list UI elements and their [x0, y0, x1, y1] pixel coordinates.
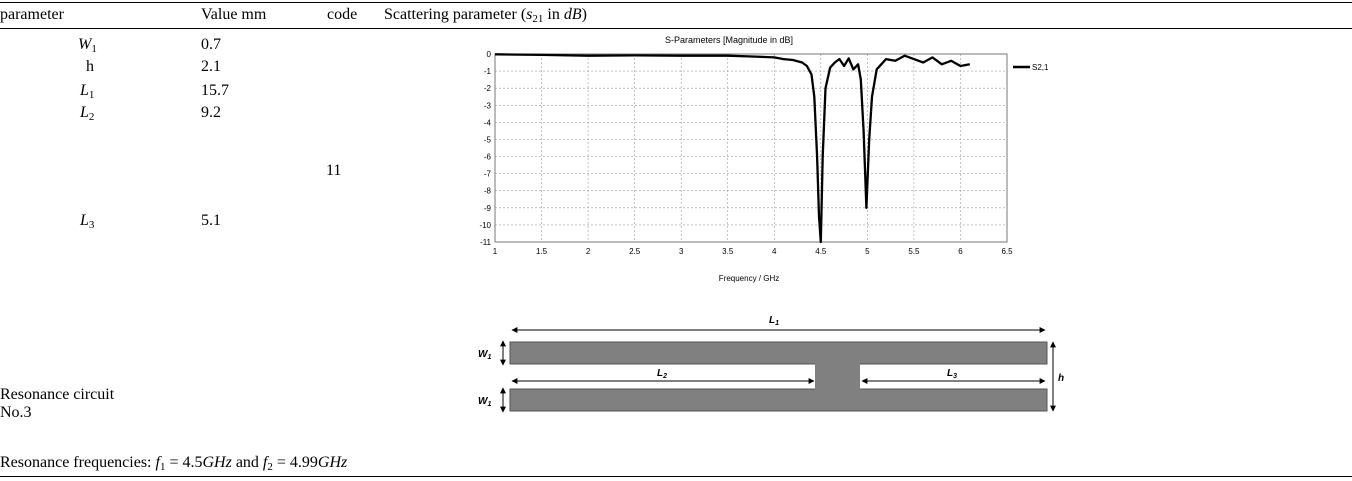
chart-title: S-Parameters [Magnitude in dB] — [665, 35, 793, 45]
y-tick-label: -10 — [479, 221, 491, 230]
y-tick-labels: 0 -1 -2 -3 -4 -5 -6 -7 -8 -9 -10 -11 — [479, 50, 491, 247]
x-tick-label: 6 — [958, 247, 963, 256]
resonance-frequencies: Resonance frequencies: f1 = 4.5GHz and f… — [0, 454, 348, 473]
y-tick-label: -4 — [484, 118, 492, 127]
y-tick-label: 0 — [487, 50, 492, 59]
y-tick-label: -8 — [484, 187, 492, 196]
param-l2: L2 — [80, 104, 95, 123]
y-tick-label: -1 — [484, 67, 492, 76]
y-tick-label: -2 — [484, 84, 492, 93]
s-parameter-chart: S-Parameters [Magnitude in dB] 0 -1 -2 -3 -4… — [479, 35, 1049, 283]
y-tick-label: -7 — [484, 170, 492, 179]
x-tick-labels: 1 1.5 2 2.5 3 3.5 4 4.5 5 5.5 6 6.5 — [493, 247, 1013, 256]
w1-bottom-label: W1 — [478, 396, 491, 408]
bottom-rule — [0, 476, 1352, 477]
x-tick-label: 4.5 — [815, 247, 827, 256]
resonator-schematic: L1 L2 L3 W1 W1 h — [478, 315, 1064, 413]
connecting-stub — [815, 363, 860, 390]
chart-grid — [494, 53, 1008, 243]
header-scattering: Scattering parameter (s21 in dB) — [384, 6, 587, 25]
h-label: h — [1058, 373, 1064, 384]
l1-label: L1 — [769, 315, 779, 327]
param-w1: W1 — [78, 36, 97, 55]
value-l3: 5.1 — [201, 212, 221, 229]
value-w1: 0.7 — [201, 36, 221, 53]
x-tick-label: 2.5 — [629, 247, 641, 256]
top-rule — [0, 2, 1352, 3]
plot-frame — [494, 53, 1008, 243]
header-parameter: parameter — [0, 6, 64, 23]
code-value: 11 — [326, 162, 342, 179]
param-l3: L3 — [80, 212, 95, 231]
resonator-schematic-panel: L1 L2 L3 W1 W1 h — [464, 309, 1070, 428]
x-tick-label: 4 — [772, 247, 777, 256]
s21-trace — [494, 53, 971, 244]
x-tick-label: 6.5 — [1001, 247, 1013, 256]
x-tick-label: 3 — [679, 247, 684, 256]
header-value: Value mm — [201, 6, 267, 23]
x-tick-label: 5 — [865, 247, 870, 256]
x-axis-label: Frequency / GHz — [719, 274, 779, 283]
x-tick-label: 2 — [586, 247, 591, 256]
x-tick-label: 1 — [493, 247, 498, 256]
y-tick-label: -9 — [484, 204, 492, 213]
x-tick-label: 5.5 — [908, 247, 920, 256]
circuit-label: Resonance circuit No.3 — [0, 386, 115, 421]
top-strip — [509, 341, 1048, 365]
param-h: h — [86, 58, 94, 75]
y-tick-label: -5 — [484, 135, 492, 144]
param-l1: L1 — [80, 82, 95, 101]
y-tick-label: -6 — [484, 153, 492, 162]
y-tick-label: -11 — [480, 238, 492, 247]
value-l1: 15.7 — [201, 82, 229, 99]
header-rule — [0, 28, 1352, 29]
header-code: code — [327, 6, 358, 23]
l2-label: L2 — [657, 368, 667, 380]
value-h: 2.1 — [201, 58, 221, 75]
w1-top-label: W1 — [478, 349, 491, 361]
x-tick-label: 3.5 — [722, 247, 734, 256]
y-tick-label: -3 — [484, 101, 492, 110]
legend-label: S2,1 — [1032, 63, 1049, 72]
bottom-strip — [509, 388, 1048, 412]
x-tick-label: 1.5 — [536, 247, 548, 256]
s-parameter-chart-panel: S-Parameters [Magnitude in dB] 0 -1 -2 -3 -4… — [464, 30, 1072, 286]
l3-label: L3 — [947, 368, 957, 380]
value-l2: 9.2 — [201, 104, 221, 121]
